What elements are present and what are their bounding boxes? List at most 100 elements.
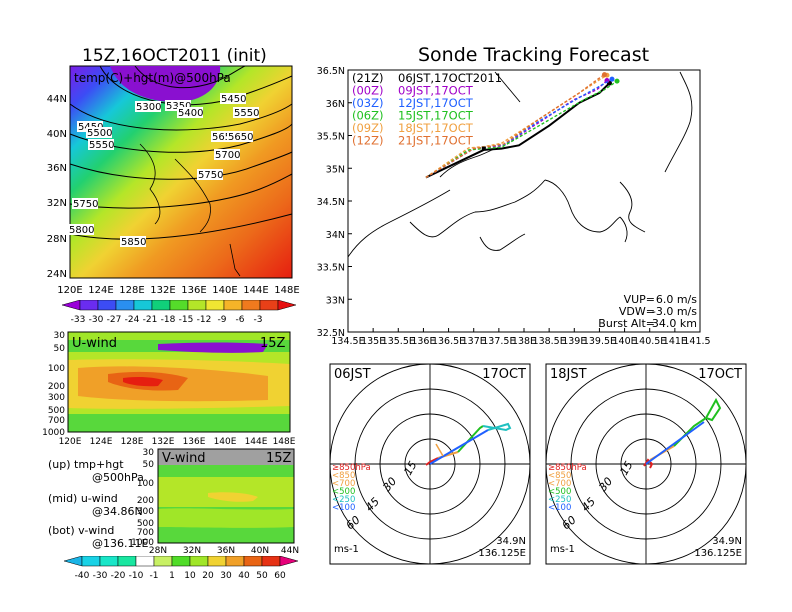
colorbar-label: 40 [238, 571, 250, 581]
colorbar-label: -33 [71, 315, 86, 324]
v-wind-panel: V-wind 15Z 30 50 100 200 300 500 700 100… [131, 448, 299, 555]
track-series-line [425, 78, 613, 179]
contour-label: 5650 [228, 132, 253, 143]
y-tick-label: 34.5N [317, 197, 345, 208]
colorbar-swatch [97, 300, 117, 311]
ring-label: 15 [401, 459, 419, 478]
y-tick-label: 33.5N [317, 263, 345, 274]
p-tick: 300 [137, 507, 154, 517]
lon-tick: 136E [183, 437, 206, 446]
contour-label: 5550 [89, 140, 114, 151]
run-valid-time: 15JST,17OCT [398, 109, 474, 123]
run-code: (09Z) [352, 121, 384, 135]
colorbar-swatch [99, 556, 119, 567]
colorbar-swatch [115, 300, 135, 311]
burst-point [609, 76, 615, 82]
param-val: -3.0 m/s [652, 305, 697, 318]
temp-map-label: temp(C)+hgt(m)@500hPa [74, 71, 231, 85]
param-key: Burst Alt= [598, 317, 655, 330]
lon-tick: 140E [214, 437, 237, 446]
colorbar-swatch [64, 556, 83, 567]
lon-tick: 120E [57, 285, 82, 296]
colorbar-label: -12 [197, 315, 212, 324]
y-tick-label: 34N [326, 230, 345, 241]
contour-label: 5350 [166, 101, 191, 112]
colorbar-label: 50 [256, 571, 268, 581]
param-val: 34.0 km [652, 317, 697, 330]
x-tick-label: 134.5E [331, 336, 364, 347]
x-tick-label: 140E [613, 336, 637, 347]
contour-label: 5300 [136, 102, 161, 113]
p-tick: 500 [48, 406, 65, 416]
colorbar-label: -20 [111, 571, 126, 581]
lon-tick: 144E [243, 285, 268, 296]
p-tick: 300 [48, 393, 65, 403]
lat-tick: 44N [47, 94, 67, 105]
pressure-legend-item: <850 [332, 471, 355, 481]
run-valid-time: 18JST,17OCT [398, 121, 474, 135]
lat-tick: 44N [281, 546, 299, 555]
p-tick: 200 [48, 382, 65, 392]
temp-height-map: temp(C)+hgt(m)@500hPa 44N 40N 36N 32N 28… [47, 65, 300, 296]
hodo-right-loc1: 34.9N [712, 536, 742, 547]
y-tick-label: 35N [326, 164, 345, 175]
lon-tick: 148E [274, 285, 299, 296]
colorbar-swatch [207, 556, 227, 567]
run-valid-time: 09JST,17OCT [398, 84, 474, 98]
x-tick-label: 138.5E [533, 336, 566, 347]
p-tick: 30 [54, 331, 66, 341]
run-valid-time: 12JST,17OCT [398, 96, 474, 110]
hodo-left-unit: ms-1 [334, 544, 359, 555]
track-series-line [425, 82, 611, 179]
p-tick: 30 [143, 448, 155, 458]
colorbar-label: -15 [179, 315, 194, 324]
hodo-right-loc2: 136.125E [694, 548, 742, 559]
contour-label: 5850 [121, 237, 146, 248]
x-tick-label: 137E [462, 336, 486, 347]
ring-label: 15 [617, 459, 635, 478]
wind-colorbar: -40 -30 -20 -10 -1 1 10 20 30 40 50 60 [64, 556, 299, 581]
lat-tick: 40N [47, 129, 67, 140]
p-tick: 100 [137, 479, 154, 489]
hodo-left-time: 06JST [334, 367, 371, 382]
colorbar-swatch [153, 556, 173, 567]
run-code: (06Z) [352, 109, 384, 123]
colorbar-swatch [62, 300, 81, 311]
lon-tick: 140E [212, 285, 237, 296]
p-tick: 50 [143, 460, 155, 470]
lon-tick: 128E [121, 437, 144, 446]
y-tick-label: 33N [326, 295, 345, 306]
hodo-right-unit: ms-1 [550, 544, 575, 555]
colorbar-swatch [205, 300, 225, 311]
lon-tick: 148E [273, 437, 296, 446]
lon-tick: 144E [245, 437, 268, 446]
pressure-legend-item: ≥850hPa [548, 463, 587, 473]
x-tick-label: 138E [512, 336, 536, 347]
colorbar-swatch [223, 300, 243, 311]
colorbar-swatch [277, 300, 297, 311]
hodograph-left: 15 30 45 60 06JST 17OCT ≥850hPa<850<700<… [329, 363, 531, 565]
burst-point [614, 78, 620, 84]
colorbar-label: -30 [93, 571, 108, 581]
x-tick-label: 140.5E [633, 336, 666, 347]
pressure-legend-item: <100 [548, 503, 571, 513]
lon-tick: 132E [152, 437, 175, 446]
colorbar-label: 60 [274, 571, 286, 581]
lon-tick: 124E [90, 437, 113, 446]
pressure-legend-item: <500 [548, 487, 571, 497]
pressure-legend-item: <700 [332, 479, 355, 489]
lat-tick: 36N [47, 163, 67, 174]
colorbar-swatch [169, 300, 189, 311]
note-up: (up) tmp+hgt @500hPa [48, 458, 144, 484]
colorbar-swatch [187, 300, 207, 311]
contour-label: 5500 [87, 128, 112, 139]
burst-point [604, 77, 610, 83]
p-tick: 500 [137, 519, 154, 529]
run-valid-time: 21JST,17OCT [398, 134, 474, 148]
p-tick: 200 [137, 496, 154, 506]
colorbar-label: 10 [184, 571, 196, 581]
pressure-legend-item: <250 [332, 495, 355, 505]
p-tick: 700 [48, 416, 65, 426]
pressure-legend-item: <850 [548, 471, 571, 481]
colorbar-swatch [259, 300, 279, 311]
